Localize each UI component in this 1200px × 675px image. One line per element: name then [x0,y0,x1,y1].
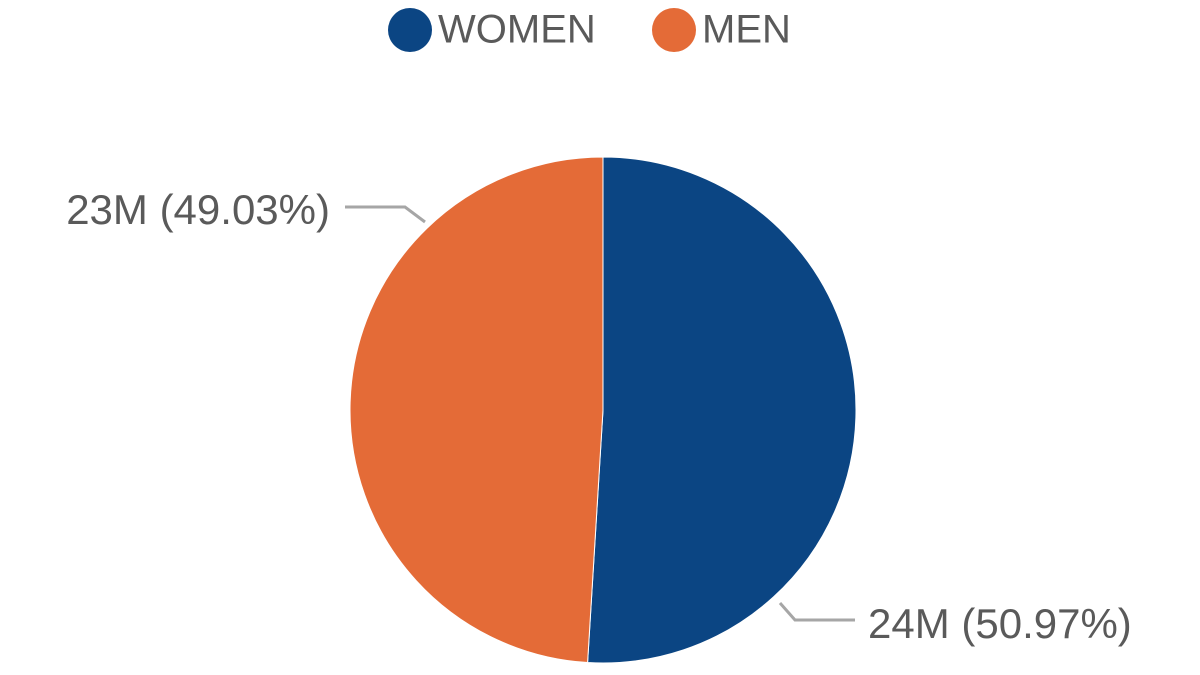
leader-line [778,602,855,622]
leader-line [345,205,426,224]
data-label: 23M (49.03%) [66,186,330,233]
legend-label: WOMEN [438,8,596,52]
pie-slice [349,156,604,664]
legend-label: MEN [702,8,791,52]
pie-slice [587,156,857,664]
data-label: 24M (50.97%) [868,600,1132,647]
legend-swatch [652,8,696,52]
legend-swatch [388,8,432,52]
